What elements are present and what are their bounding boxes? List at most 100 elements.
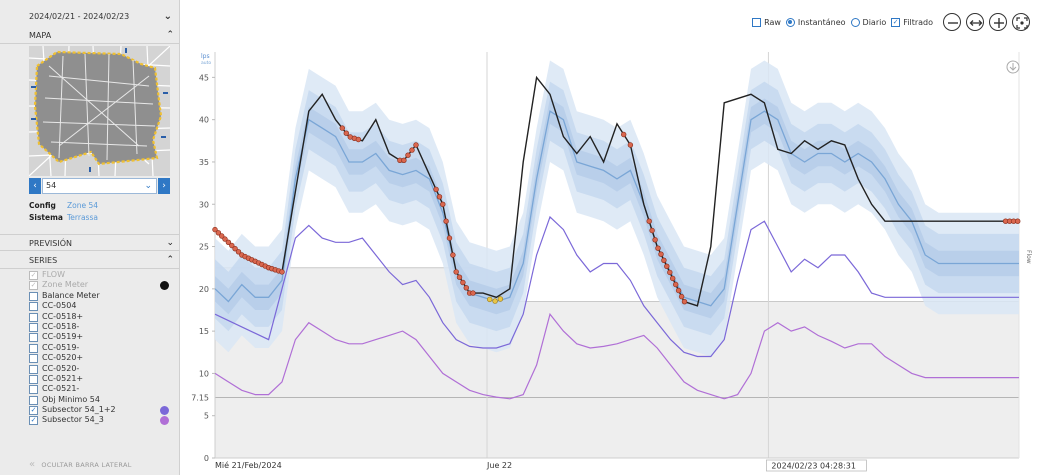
series-checkbox[interactable] (29, 291, 38, 301)
filtered-checkbox[interactable]: ✓ Filtrado (891, 17, 933, 27)
download-icon-circle (1006, 60, 1020, 74)
chart-toolbar: Raw Instantáneo Diario ✓ Filtrado (752, 12, 1030, 32)
series-item[interactable]: CC-0521+ (29, 374, 179, 384)
zoom-in-icon[interactable] (989, 13, 1007, 31)
anomaly-marker (229, 242, 235, 249)
series-checkbox[interactable] (29, 374, 38, 384)
anomaly-marker (219, 233, 225, 239)
series-label: CC-0518+ (42, 311, 84, 321)
anomaly-marker (621, 131, 627, 138)
series-checkbox[interactable] (29, 302, 38, 312)
series-checkbox[interactable] (29, 312, 38, 322)
series-checkbox[interactable]: ✓ (29, 416, 38, 426)
series-checkbox[interactable] (29, 343, 38, 353)
date-range-select[interactable]: 2024/02/21 - 2024/02/23 ⌄ (26, 8, 176, 26)
forecast-section-header[interactable]: PREVISIÓN ⌄ (0, 234, 179, 251)
config-value: Zone 54 (67, 201, 99, 210)
cursor-label-box (766, 459, 867, 472)
series-item[interactable]: CC-0518- (29, 322, 179, 332)
series-item[interactable]: Balance Meter (29, 291, 179, 301)
anomaly-marker (355, 136, 362, 143)
series-checkbox[interactable] (29, 354, 38, 364)
next-sector-button[interactable]: › (158, 178, 170, 194)
prev-sector-button[interactable]: ‹ (29, 178, 41, 194)
series-line-forecast (214, 110, 1019, 307)
series-item[interactable]: CC-0519+ (29, 332, 179, 343)
anomaly-marker (1014, 218, 1021, 224)
sector-value: 54 (46, 181, 57, 190)
anomaly-marker (401, 157, 407, 164)
anomaly-marker (436, 194, 443, 200)
daily-label: Diario (862, 17, 887, 27)
chevron-up-icon: ⌃ (166, 255, 174, 265)
map-section-header[interactable]: MAPA ⌃ (0, 27, 179, 44)
daily-radio-dot[interactable] (850, 17, 860, 27)
series-label: CC-0521- (42, 384, 80, 394)
series-item[interactable]: ✓ Subsector 54_3 (29, 415, 179, 426)
sector-map[interactable] (29, 46, 170, 176)
hide-sidebar-label: OCULTAR BARRA LATERAL (41, 461, 132, 469)
y-tick-label: 20 (199, 285, 209, 294)
y-tick-label: 35 (199, 158, 209, 167)
raw-checkbox[interactable]: Raw (752, 17, 781, 27)
system-value: Terrassa (67, 213, 98, 222)
instant-label: Instantáneo (797, 17, 846, 27)
series-color-dot (160, 416, 169, 426)
zoom-out-icon[interactable] (943, 13, 961, 31)
series-label: CC-0518- (42, 321, 80, 331)
series-section-header[interactable]: SERIES ⌃ (0, 252, 179, 269)
x-tick-label: Mié 21/Feb/2024 (215, 460, 282, 470)
series-label: Subsector 54_1+2 (42, 405, 116, 415)
series-label: Balance Meter (42, 290, 100, 300)
series-item[interactable]: CC-0520- (29, 364, 179, 374)
series-item[interactable]: Obj Minimo 54 (29, 395, 179, 405)
date-range-label: 2024/02/21 - 2024/02/23 (29, 12, 130, 21)
series-item[interactable]: ✓ Subsector 54_1+2 (29, 405, 179, 416)
series-line-subsector-54-3 (214, 312, 1019, 400)
sidebar: 2024/02/21 - 2024/02/23 ⌄ MAPA ⌃ (0, 0, 180, 475)
y-tick-label: 45 (199, 73, 209, 82)
y-tick-label: 15 (199, 327, 209, 336)
anomaly-marker (470, 290, 476, 296)
series-item[interactable]: CC-0518+ (29, 312, 179, 322)
anomaly-marker (225, 239, 232, 246)
sector-select[interactable]: 54 ⌄ (42, 178, 157, 194)
series-label: Subsector 54_3 (42, 415, 104, 425)
series-checkbox[interactable] (29, 364, 38, 374)
hide-sidebar-button[interactable]: « OCULTAR BARRA LATERAL (29, 459, 132, 470)
y-axis-label: lps (201, 53, 210, 60)
chevron-up-icon: ⌃ (166, 30, 174, 40)
series-item[interactable]: CC-0504 (29, 301, 179, 312)
sector-selector: ‹ 54 ⌄ › (29, 178, 170, 194)
series-item[interactable]: CC-0519- (29, 343, 179, 353)
series-checkbox[interactable] (29, 395, 38, 405)
instant-radio-dot[interactable] (785, 17, 795, 27)
download-icon-arrow (1009, 63, 1017, 71)
series-checkbox[interactable]: ✓ (29, 281, 38, 291)
series-checkbox[interactable] (29, 385, 38, 395)
daily-radio[interactable]: Diario (850, 17, 887, 27)
anomaly-marker (453, 269, 459, 275)
series-item[interactable]: CC-0521- (29, 384, 179, 395)
filtered-checkbox-box[interactable]: ✓ (891, 17, 901, 27)
instant-radio[interactable]: Instantáneo (785, 17, 846, 27)
raw-checkbox-box[interactable] (752, 17, 762, 27)
y-tick-label: 5 (204, 412, 209, 421)
series-checkbox[interactable]: ✓ (29, 406, 38, 416)
anomaly-marker (664, 263, 670, 270)
anomaly-marker (652, 237, 658, 243)
series-checkbox[interactable] (29, 322, 38, 332)
fit-width-icon[interactable] (966, 13, 984, 31)
fit-screen-icon[interactable] (1012, 13, 1030, 31)
series-checkbox[interactable]: ✓ (29, 271, 38, 280)
series-label: CC-0520- (42, 363, 80, 373)
chevron-down-icon: ⌄ (144, 181, 152, 191)
series-item[interactable]: CC-0520+ (29, 353, 179, 364)
series-item[interactable]: ✓ Zone Meter (29, 280, 179, 291)
anomaly-marker (487, 296, 493, 303)
map-section-label: MAPA (29, 31, 52, 40)
flow-chart[interactable]: 0 5 10 15 20 25 30 35 40 45 7.15 lps auto Flow Mié 21/… (190, 40, 1032, 475)
series-checkbox[interactable] (29, 333, 38, 343)
series-item[interactable]: ✓ FLOW (29, 270, 179, 280)
system-label: Sistema (29, 213, 63, 222)
